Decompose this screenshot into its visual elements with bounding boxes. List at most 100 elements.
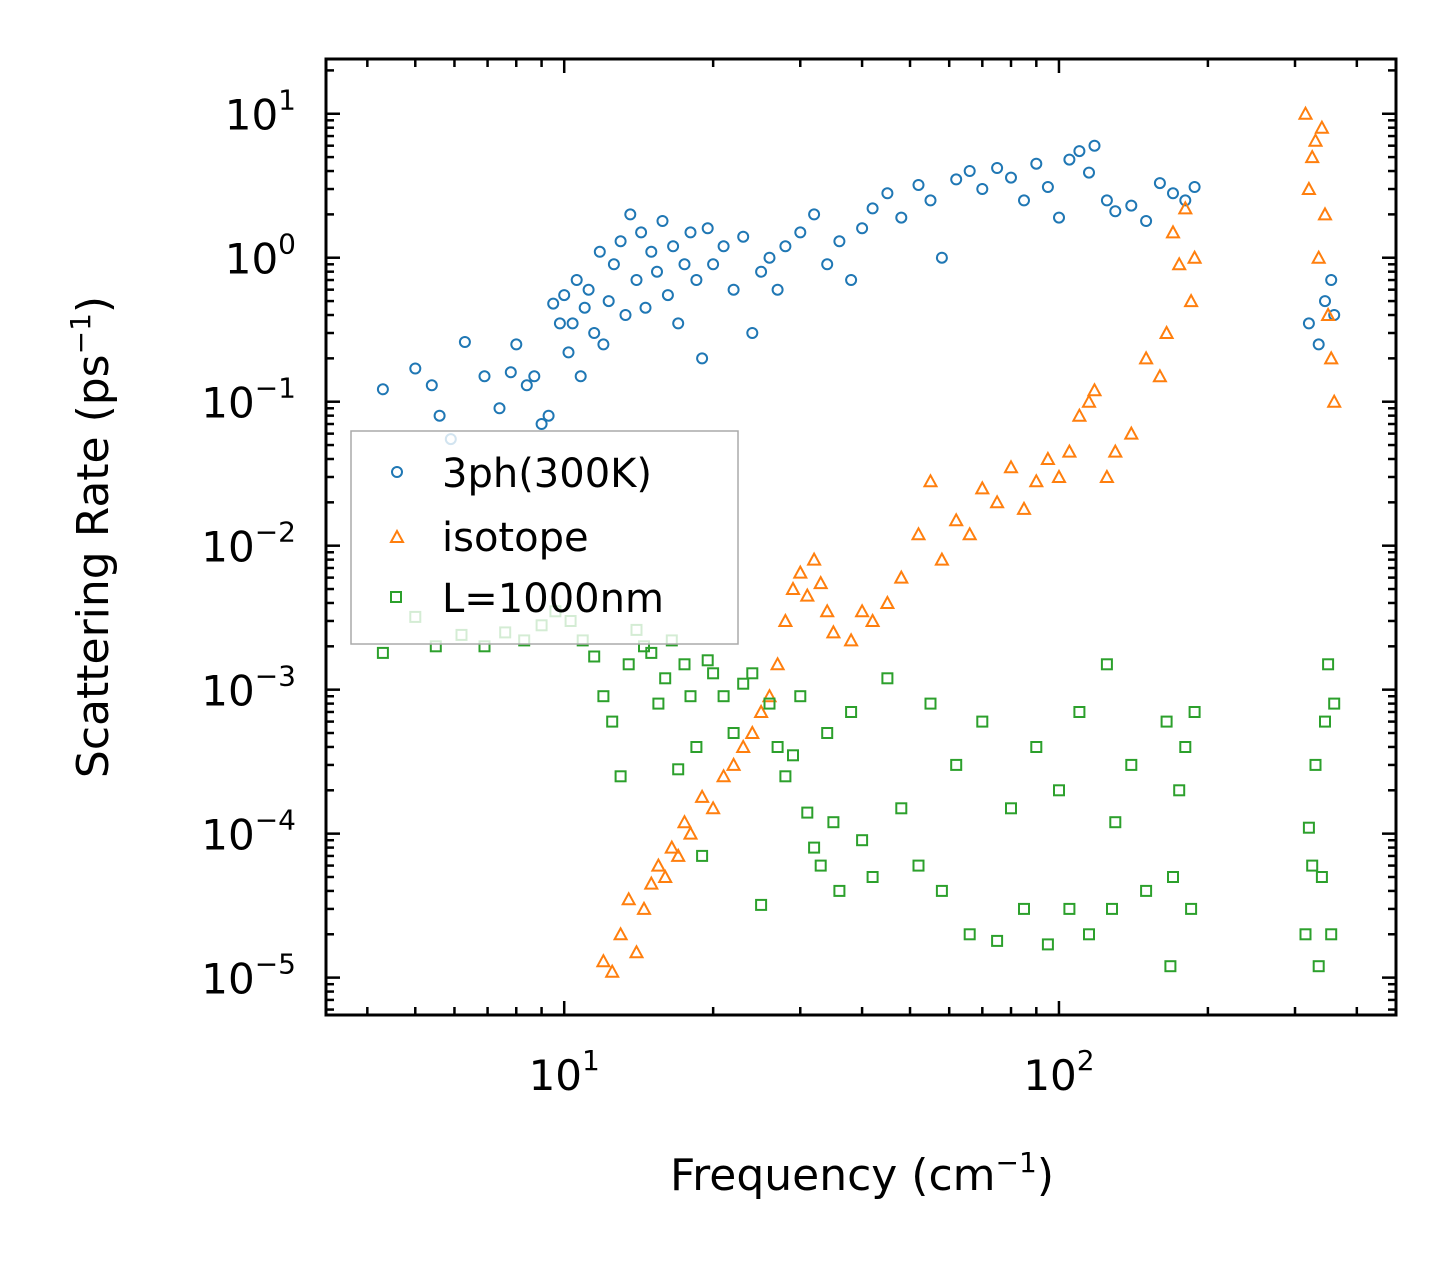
3ph-point — [1312, 338, 1325, 351]
boundary-point — [856, 834, 869, 847]
boundary-point — [701, 654, 714, 667]
3ph-point — [493, 402, 506, 415]
boundary-point — [1053, 784, 1065, 797]
isotope-point — [792, 564, 808, 579]
3ph-point — [1083, 166, 1095, 179]
3ph-point — [856, 222, 869, 235]
boundary-point — [597, 690, 610, 703]
boundary-point — [935, 884, 948, 897]
3ph-point — [578, 301, 591, 314]
3ph-point — [656, 215, 669, 227]
isotope-point — [612, 926, 629, 941]
isotope-point — [670, 847, 686, 862]
boundary-point — [801, 806, 814, 819]
3ph-point — [425, 379, 438, 392]
isotope-point — [1301, 180, 1317, 195]
3ph-point — [1063, 153, 1076, 166]
boundary-point — [1173, 784, 1186, 797]
isotope-point — [1158, 324, 1175, 339]
3ph-point — [794, 226, 807, 239]
y-tick-label: 100 — [225, 228, 296, 284]
isotope-point — [1314, 119, 1330, 134]
3ph-point — [614, 235, 627, 248]
isotope-point — [1123, 425, 1139, 440]
boundary-point — [991, 934, 1004, 947]
isotope-point — [806, 551, 822, 566]
isotope-point — [628, 944, 645, 959]
3ph-point — [963, 165, 976, 177]
3ph-point — [558, 289, 571, 302]
boundary-point — [1167, 871, 1179, 883]
isotope-point — [864, 612, 881, 627]
isotope-point — [843, 632, 859, 647]
3ph-point — [635, 226, 648, 239]
boundary-point — [1328, 697, 1341, 710]
3ph-point — [1030, 157, 1043, 170]
isotope-point — [1297, 105, 1314, 120]
boundary-point — [771, 741, 784, 753]
isotope-point — [1177, 200, 1193, 215]
boundary-point — [976, 715, 989, 728]
legend-label-boundary: L=1000nm — [442, 576, 664, 622]
boundary-point — [1018, 902, 1030, 915]
boundary-point — [1106, 902, 1118, 915]
isotope-point — [962, 526, 978, 541]
isotope-point — [910, 526, 927, 541]
isotope-point — [819, 603, 835, 618]
3ph-point — [630, 274, 643, 286]
3ph-point — [1109, 205, 1122, 218]
isotope-point — [785, 580, 801, 595]
boundary-point — [1073, 706, 1086, 718]
boundary-point — [645, 646, 658, 659]
isotope-point — [825, 624, 842, 639]
boundary-point — [895, 802, 908, 815]
boundary-point — [678, 658, 691, 671]
isotope-point — [777, 612, 794, 627]
isotope-point — [813, 575, 829, 590]
3ph-point — [602, 295, 615, 308]
3ph-point — [566, 317, 579, 330]
3ph-point — [1325, 274, 1338, 286]
isotope-point — [735, 738, 751, 753]
isotope-point — [604, 963, 620, 978]
3ph-point — [924, 194, 937, 207]
3ph-point — [478, 370, 491, 383]
y-tick-label: 10−2 — [201, 516, 296, 572]
isotope-point — [1016, 500, 1032, 515]
3ph-point — [1053, 211, 1065, 224]
boundary-point — [1306, 859, 1319, 872]
3ph-point — [574, 370, 587, 383]
3ph-point — [624, 208, 637, 221]
isotope-point — [769, 656, 786, 671]
3ph-point — [672, 317, 685, 330]
3ph-point — [619, 309, 632, 321]
isotope-point — [643, 875, 659, 890]
boundary-point — [814, 859, 827, 872]
boundary-point — [707, 667, 720, 680]
y-tick-label: 10−4 — [201, 804, 296, 860]
3ph-point — [833, 235, 846, 248]
isotope-point — [1171, 256, 1187, 271]
boundary-point — [821, 727, 834, 739]
boundary-point — [614, 770, 627, 783]
boundary-point — [808, 841, 821, 854]
3ph-point — [881, 187, 894, 200]
isotope-point — [989, 494, 1005, 509]
3ph-point — [717, 240, 730, 253]
legend: 3ph(300K) isotope L=1000nm — [350, 430, 739, 645]
isotope-point — [705, 800, 721, 815]
boundary-point — [763, 697, 776, 710]
isotope-point — [1099, 468, 1115, 483]
3ph-point — [409, 362, 422, 375]
3ph-point — [1041, 181, 1054, 193]
isotope-point — [922, 473, 939, 488]
isotope-point — [1304, 149, 1320, 164]
3ph-point — [661, 289, 674, 302]
3ph-point — [821, 258, 834, 271]
series-boundary — [376, 605, 1341, 973]
boundary-point — [1160, 715, 1173, 728]
isotope-point — [1186, 249, 1203, 264]
3ph-point — [684, 226, 697, 239]
isotope-point — [650, 857, 667, 872]
3ph-point — [763, 251, 776, 264]
